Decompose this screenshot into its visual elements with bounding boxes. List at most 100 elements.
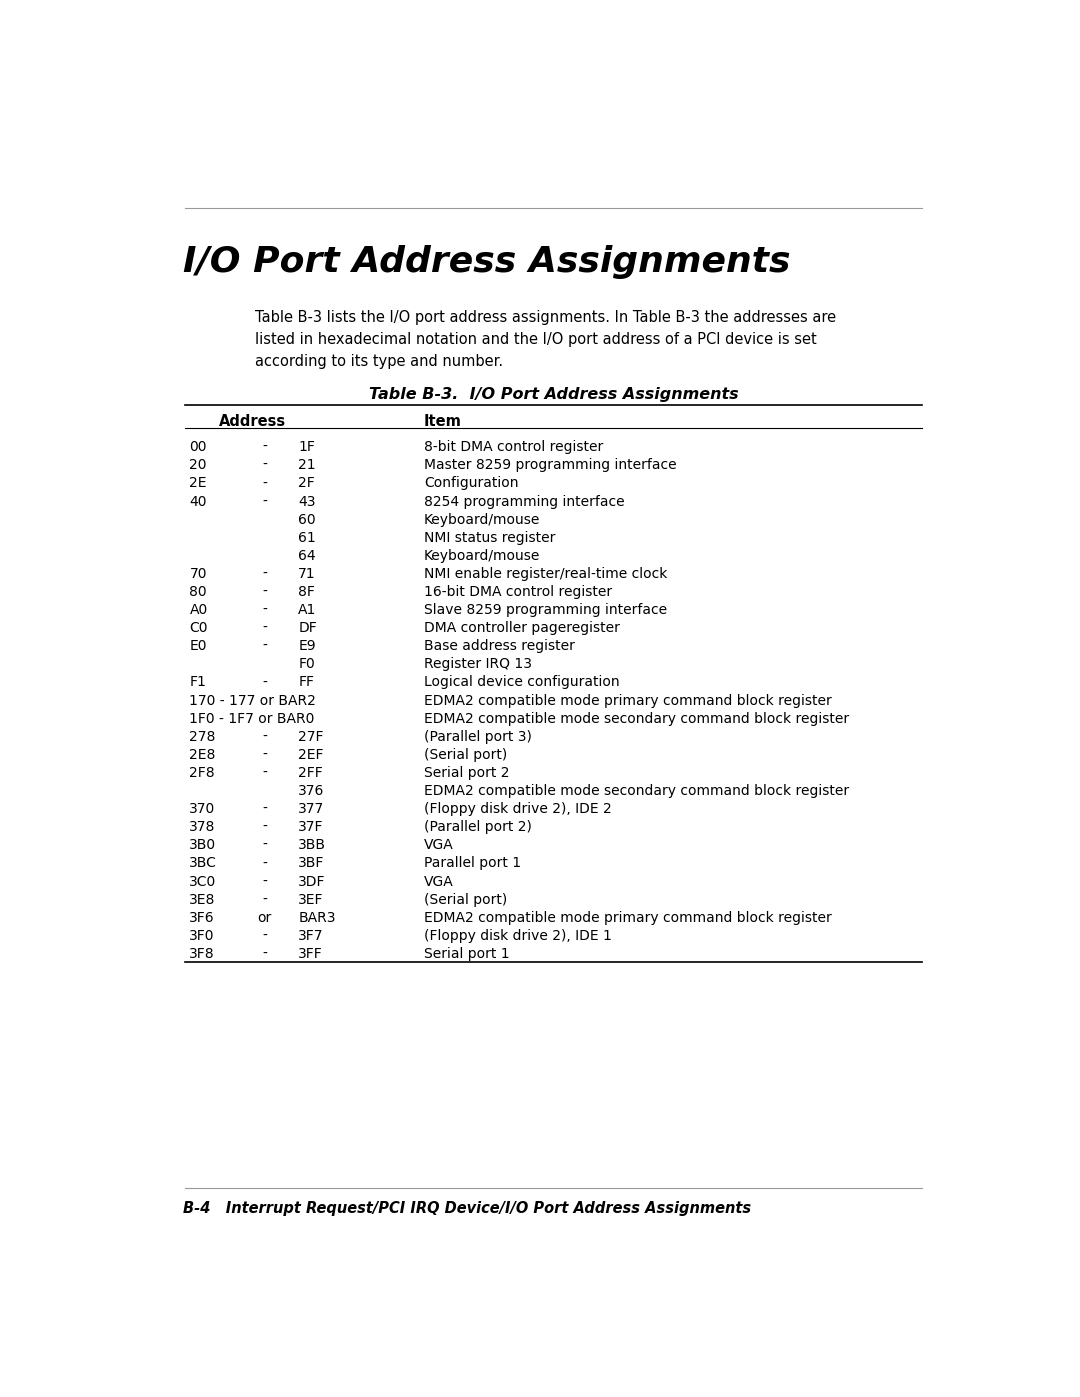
Text: (Parallel port 3): (Parallel port 3) <box>423 729 531 743</box>
Text: 43: 43 <box>298 495 315 509</box>
Text: VGA: VGA <box>423 838 454 852</box>
Text: Keyboard/mouse: Keyboard/mouse <box>423 513 540 527</box>
Text: (Parallel port 2): (Parallel port 2) <box>423 820 531 834</box>
Text: (Serial port): (Serial port) <box>423 747 507 761</box>
Text: FF: FF <box>298 676 314 690</box>
Text: EDMA2 compatible mode primary command block register: EDMA2 compatible mode primary command bl… <box>423 911 832 925</box>
Text: 71: 71 <box>298 567 315 581</box>
Text: 3F0: 3F0 <box>189 929 215 943</box>
Text: -: - <box>262 604 267 617</box>
Text: 61: 61 <box>298 531 316 545</box>
Text: 3F7: 3F7 <box>298 929 324 943</box>
Text: Register IRQ 13: Register IRQ 13 <box>423 658 531 672</box>
Text: A1: A1 <box>298 604 316 617</box>
Text: -: - <box>262 747 267 761</box>
Text: BAR3: BAR3 <box>298 911 336 925</box>
Text: 3BC: 3BC <box>189 856 217 870</box>
Text: I/O Port Address Assignments: I/O Port Address Assignments <box>183 244 791 278</box>
Text: 3EF: 3EF <box>298 893 324 907</box>
Text: EDMA2 compatible mode secondary command block register: EDMA2 compatible mode secondary command … <box>423 711 849 725</box>
Text: 80: 80 <box>189 585 207 599</box>
Text: 3C0: 3C0 <box>189 875 217 888</box>
Text: Item: Item <box>423 414 461 429</box>
Text: F1: F1 <box>189 676 206 690</box>
Text: -: - <box>262 820 267 834</box>
Text: 3E8: 3E8 <box>189 893 216 907</box>
Text: EDMA2 compatible mode secondary command block register: EDMA2 compatible mode secondary command … <box>423 784 849 798</box>
Text: E0: E0 <box>189 640 207 654</box>
Text: -: - <box>262 476 267 490</box>
Text: 3F8: 3F8 <box>189 947 215 961</box>
Text: VGA: VGA <box>423 875 454 888</box>
Text: 16-bit DMA control register: 16-bit DMA control register <box>423 585 612 599</box>
Text: -: - <box>262 729 267 743</box>
Text: 00: 00 <box>189 440 207 454</box>
Text: F0: F0 <box>298 658 315 672</box>
Text: 370: 370 <box>189 802 216 816</box>
Text: 3BF: 3BF <box>298 856 325 870</box>
Text: 60: 60 <box>298 513 315 527</box>
Text: Serial port 1: Serial port 1 <box>423 947 510 961</box>
Text: 1F0 - 1F7 or BAR0: 1F0 - 1F7 or BAR0 <box>189 711 314 725</box>
Text: 377: 377 <box>298 802 324 816</box>
Text: -: - <box>262 567 267 581</box>
Text: 8254 programming interface: 8254 programming interface <box>423 495 624 509</box>
Text: -: - <box>262 875 267 888</box>
Text: E9: E9 <box>298 640 315 654</box>
Text: C0: C0 <box>189 622 208 636</box>
Text: Table B-3.  I/O Port Address Assignments: Table B-3. I/O Port Address Assignments <box>368 387 739 402</box>
Text: 27F: 27F <box>298 729 324 743</box>
Text: -: - <box>262 640 267 654</box>
Text: 3DF: 3DF <box>298 875 326 888</box>
Text: DMA controller pageregister: DMA controller pageregister <box>423 622 620 636</box>
Text: 3FF: 3FF <box>298 947 323 961</box>
Text: Configuration: Configuration <box>423 476 518 490</box>
Text: NMI status register: NMI status register <box>423 531 555 545</box>
Text: 3BB: 3BB <box>298 838 326 852</box>
Text: -: - <box>262 947 267 961</box>
Text: 37F: 37F <box>298 820 324 834</box>
Text: 2FF: 2FF <box>298 766 323 780</box>
Text: 8F: 8F <box>298 585 315 599</box>
Text: 3F6: 3F6 <box>189 911 215 925</box>
Text: EDMA2 compatible mode primary command block register: EDMA2 compatible mode primary command bl… <box>423 693 832 707</box>
Text: Master 8259 programming interface: Master 8259 programming interface <box>423 458 676 472</box>
Text: or: or <box>258 911 272 925</box>
Text: -: - <box>262 585 267 599</box>
Text: Serial port 2: Serial port 2 <box>423 766 510 780</box>
Text: Base address register: Base address register <box>423 640 575 654</box>
Text: 2F: 2F <box>298 476 315 490</box>
Text: 378: 378 <box>189 820 216 834</box>
Text: 40: 40 <box>189 495 207 509</box>
Text: -: - <box>262 458 267 472</box>
Text: DF: DF <box>298 622 316 636</box>
Text: Keyboard/mouse: Keyboard/mouse <box>423 549 540 563</box>
Text: NMI enable register/real-time clock: NMI enable register/real-time clock <box>423 567 667 581</box>
Text: 8-bit DMA control register: 8-bit DMA control register <box>423 440 603 454</box>
Text: 70: 70 <box>189 567 207 581</box>
Text: 2E8: 2E8 <box>189 747 216 761</box>
Text: Parallel port 1: Parallel port 1 <box>423 856 521 870</box>
Text: Slave 8259 programming interface: Slave 8259 programming interface <box>423 604 666 617</box>
Text: Table B-3 lists the I/O port address assignments. In Table B-3 the addresses are: Table B-3 lists the I/O port address ass… <box>255 310 836 369</box>
Text: -: - <box>262 838 267 852</box>
Text: (Floppy disk drive 2), IDE 1: (Floppy disk drive 2), IDE 1 <box>423 929 611 943</box>
Text: 2EF: 2EF <box>298 747 324 761</box>
Text: -: - <box>262 802 267 816</box>
Text: -: - <box>262 856 267 870</box>
Text: -: - <box>262 495 267 509</box>
Text: A0: A0 <box>189 604 207 617</box>
Text: -: - <box>262 622 267 636</box>
Text: -: - <box>262 676 267 690</box>
Text: 20: 20 <box>189 458 207 472</box>
Text: -: - <box>262 893 267 907</box>
Text: -: - <box>262 929 267 943</box>
Text: -: - <box>262 440 267 454</box>
Text: Address: Address <box>218 414 286 429</box>
Text: 2F8: 2F8 <box>189 766 215 780</box>
Text: Logical device configuration: Logical device configuration <box>423 676 620 690</box>
Text: 3B0: 3B0 <box>189 838 216 852</box>
Text: 170 - 177 or BAR2: 170 - 177 or BAR2 <box>189 693 316 707</box>
Text: 2E: 2E <box>189 476 207 490</box>
Text: (Serial port): (Serial port) <box>423 893 507 907</box>
